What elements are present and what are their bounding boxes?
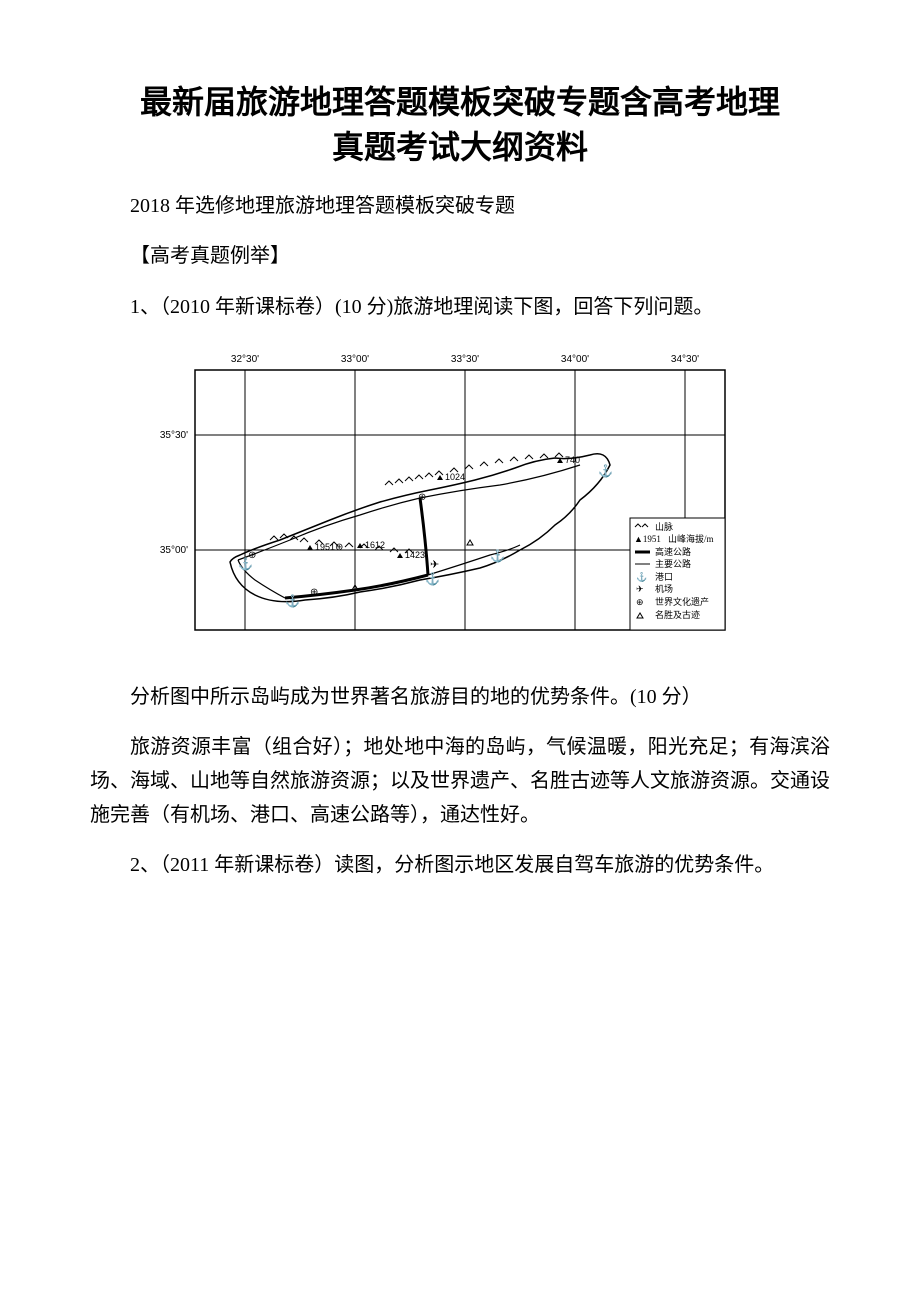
svg-text:机场: 机场 (655, 583, 673, 594)
map-svg: 32°30' 33°00' 33°30' 34°00' 34°30' 35°30… (160, 340, 760, 660)
title-line-2: 真题考试大纲资料 (332, 129, 588, 165)
svg-text:1612: 1612 (365, 540, 385, 550)
map-figure: 32°30' 33°00' 33°30' 34°00' 34°30' 35°30… (90, 340, 830, 660)
svg-text:✈: ✈ (636, 584, 644, 594)
answer-1: 旅游资源丰富（组合好）；地处地中海的岛屿，气候温暖，阳光充足；有海滨浴场、海域、… (90, 730, 830, 832)
title-line-1: 最新届旅游地理答题模板突破专题含高考地理 (140, 84, 780, 120)
coord-label: 33°00' (341, 354, 369, 365)
svg-text:⊕: ⊕ (335, 542, 343, 553)
svg-text:⊕: ⊕ (636, 597, 644, 607)
svg-text:740: 740 (565, 455, 580, 465)
question-1-prompt: 1、（2010 年新课标卷）(10 分)旅游地理阅读下图，回答下列问题。 (90, 290, 830, 324)
airport-icon: ✈ (430, 559, 439, 571)
coord-label: 33°30' (451, 354, 479, 365)
coord-label: 32°30' (231, 354, 259, 365)
coord-label: 35°30' (160, 430, 188, 441)
page-title: 最新届旅游地理答题模板突破专题含高考地理 真题考试大纲资料 (90, 80, 830, 170)
svg-text:1024: 1024 (445, 472, 465, 482)
svg-text:⊕: ⊕ (310, 587, 318, 598)
svg-text:⊕: ⊕ (418, 492, 426, 503)
coord-label: 34°00' (561, 354, 589, 365)
svg-text:名胜及古迹: 名胜及古迹 (655, 609, 700, 620)
svg-text:高速公路: 高速公路 (655, 546, 691, 557)
svg-text:⚓: ⚓ (425, 572, 440, 586)
coord-label: 34°30' (671, 354, 699, 365)
svg-text:山峰海拔/m: 山峰海拔/m (668, 533, 714, 544)
coord-label: 35°00' (160, 545, 188, 556)
svg-text:港口: 港口 (655, 571, 673, 582)
svg-text:山脉: 山脉 (655, 521, 673, 532)
section-label: 【高考真题例举】 (90, 240, 830, 272)
svg-text:⚓: ⚓ (285, 594, 300, 608)
subtitle: 2018 年选修地理旅游地理答题模板突破专题 (90, 190, 830, 222)
question-2-prompt: 2、（2011 年新课标卷）读图，分析图示地区发展自驾车旅游的优势条件。 (90, 848, 830, 882)
svg-text:⚓: ⚓ (490, 549, 505, 563)
svg-text:世界文化遗产: 世界文化遗产 (655, 596, 709, 607)
svg-text:1951: 1951 (315, 542, 335, 552)
svg-text:⊕: ⊕ (248, 550, 256, 561)
svg-text:⚓: ⚓ (636, 571, 647, 582)
question-1-task: 分析图中所示岛屿成为世界著名旅游目的地的优势条件。(10 分） (90, 680, 830, 714)
svg-text:主要公路: 主要公路 (655, 558, 691, 569)
svg-text:▲1951: ▲1951 (634, 534, 661, 544)
svg-text:1423: 1423 (405, 550, 425, 560)
svg-text:⚓: ⚓ (598, 464, 613, 478)
